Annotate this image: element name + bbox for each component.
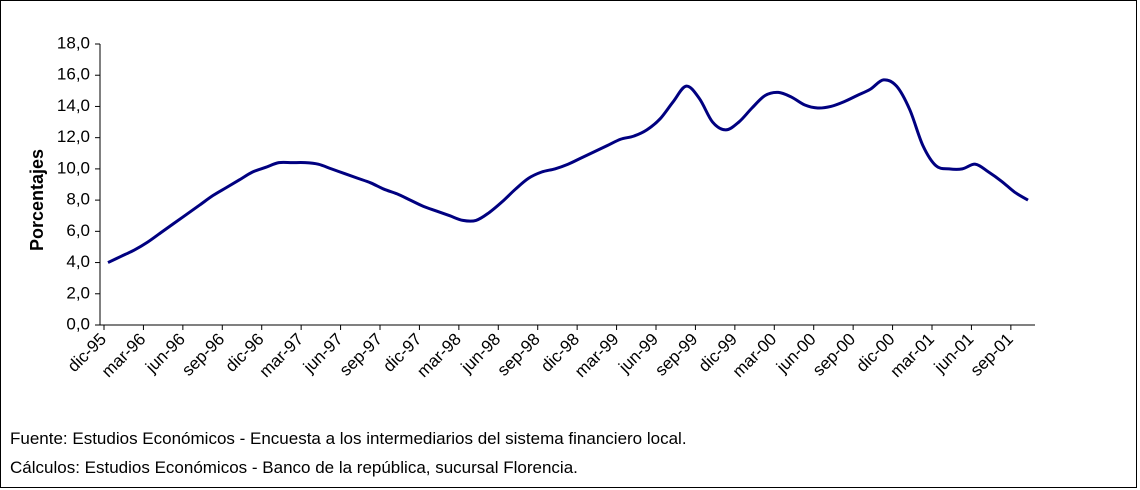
y-tick-label: 4,0 — [66, 252, 90, 271]
y-axis-title: Porcentajes — [27, 149, 47, 251]
data-line — [107, 78, 1029, 264]
y-tick-label: 12,0 — [57, 127, 90, 146]
y-tick-label: 2,0 — [66, 283, 90, 302]
y-tick-label: 0,0 — [66, 314, 90, 333]
y-tick-label: 16,0 — [57, 65, 90, 84]
y-tick-label: 8,0 — [66, 190, 90, 209]
y-tick-label: 18,0 — [57, 33, 90, 52]
y-tick-label: 14,0 — [57, 96, 90, 115]
y-tick-label: 10,0 — [57, 158, 90, 177]
calc-note: Cálculos: Estudios Económicos - Banco de… — [10, 458, 578, 477]
source-note: Fuente: Estudios Económicos - Encuesta a… — [10, 429, 687, 448]
y-tick-label: 6,0 — [66, 221, 90, 240]
